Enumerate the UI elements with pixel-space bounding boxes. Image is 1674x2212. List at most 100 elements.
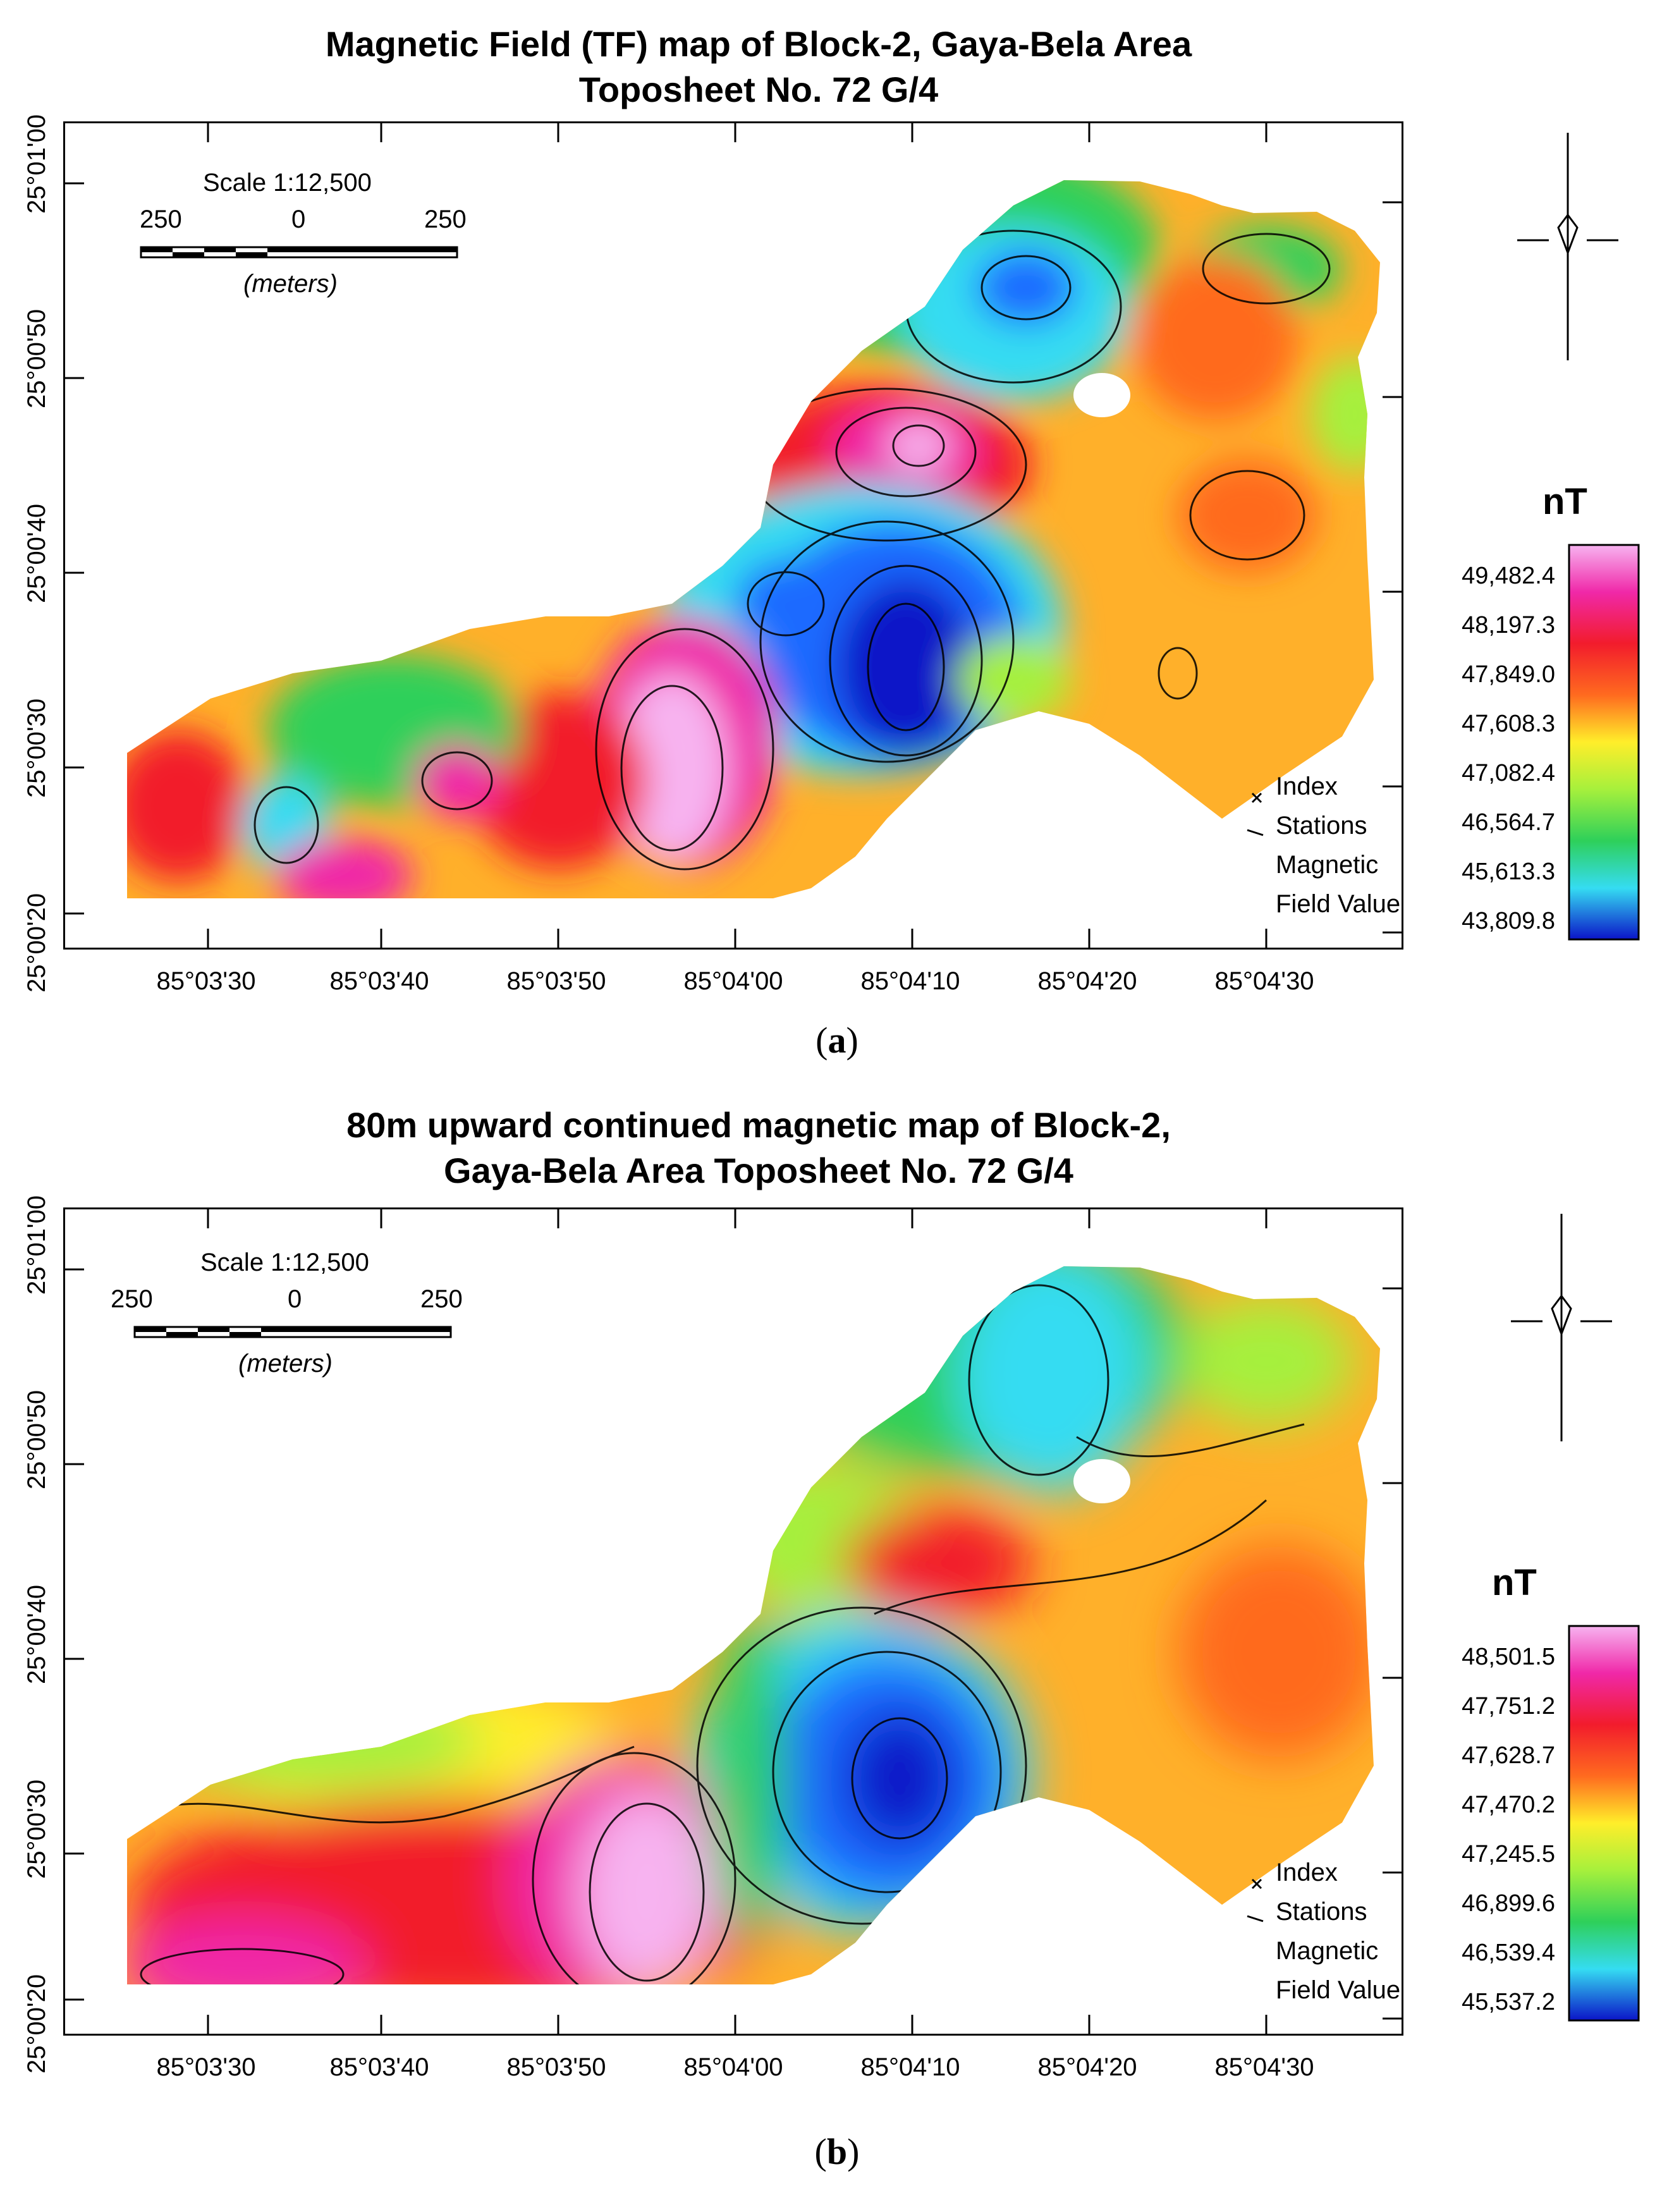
zone-red-far-west [127,730,248,882]
index-stations: Stations [1276,812,1367,840]
lon-label: 85°04'20 [1037,2053,1137,2081]
index-stations: Stations [1276,1898,1367,1926]
contour [874,1499,1268,1615]
scale-bar-graphic [140,246,458,259]
lon-label: 85°03'40 [329,967,429,995]
contour [867,602,945,731]
contour [759,520,1015,763]
data-gap [1073,373,1130,417]
lon-label: 85°03'50 [506,2053,606,2081]
contour [1158,647,1198,700]
lat-label: 25°01'00 [23,114,51,214]
map-frame: Scale 1:12,500 250 0 250 (meters) Index … [63,1207,1403,2036]
field-line-symbol [1247,1915,1264,1922]
zone-blue-mid [735,559,836,648]
legend-bar [1568,544,1640,941]
scale-unit: (meters) [238,1350,333,1378]
contour-lines [254,229,1331,871]
contour [747,571,825,637]
zone-cyan-north [956,1266,1146,1494]
lat-label: 25°01'00 [23,1195,51,1295]
contour [892,424,945,467]
index-symbols [1247,792,1264,836]
legend-value: 47,245.5 [1462,1841,1555,1867]
scale-seg [173,252,204,257]
scale-seg [135,1327,166,1332]
lat-label: 25°00'50 [23,309,51,408]
legend-value: 47,082.4 [1462,760,1555,786]
lon-label: 85°03'50 [506,967,606,995]
legend-value: 46,539.4 [1462,1940,1555,1966]
scale-seg [299,247,457,252]
contour [1076,1423,1305,1458]
lon-label: 85°04'10 [860,967,960,995]
scale-seg [204,247,236,252]
zone-pink-center [887,420,950,471]
scale-left-value: 250 [111,1285,153,1313]
legend-value: 46,564.7 [1462,809,1555,836]
contour [696,1606,1027,1925]
lon-label: 85°04'00 [683,967,783,995]
index-symbols [1247,1878,1264,1922]
map-frame: Scale 1:12,500 250 0 250 (meters) Index … [63,121,1403,950]
contour [981,255,1072,321]
contour [254,786,319,864]
index-field-line2: Field Value [1276,890,1401,918]
lat-label: 25°00'50 [23,1390,51,1489]
legend-value: 49,482.4 [1462,563,1555,589]
magnetic-field-map [65,123,1402,948]
lon-label: 85°03'40 [329,2053,429,2081]
contour [1189,470,1305,561]
index-field-line1: Magnetic [1276,851,1379,879]
scale-seg [267,247,299,252]
contour [128,1745,635,1824]
contour-lines [128,1284,1305,1984]
contour [835,406,977,498]
legend-value: 48,197.3 [1462,612,1555,639]
legend-value: 46,899.6 [1462,1890,1555,1917]
zone-darkblue-south [836,578,975,755]
zone-green-mid [956,635,1070,724]
caption-letter: b [826,2131,848,2172]
zone-deeporange-east [1178,1544,1380,1759]
map-title-line2: Gaya-Bela Area Toposheet No. 72 G/4 [444,1151,1073,1190]
panel-a: Magnetic Field (TF) map of Block-2, Gaya… [0,0,1674,1087]
scale-seg [293,1327,451,1332]
index-field-line2: Field Value [1276,1976,1401,2004]
lon-label: 85°04'20 [1037,967,1137,995]
frame-ticks [65,123,1402,948]
color-legend [1568,544,1640,941]
lat-label: 25°00'20 [23,1974,51,2074]
legend-unit: nT [1492,1562,1537,1603]
lat-label: 25°00'40 [23,1584,51,1684]
contour [851,1717,948,1840]
scale-ratio: Scale 1:12,500 [200,1249,369,1276]
lon-label: 85°03'30 [156,967,256,995]
zone-green-band [710,1614,786,1943]
contour [140,1948,345,1984]
contour [1202,233,1331,305]
lon-label: 85°04'10 [860,2053,960,2081]
scale-center-value: 0 [291,205,306,233]
color-legend [1568,1625,1640,2022]
upward-continued-map [65,1209,1402,2034]
map-title-line1: Magnetic Field (TF) map of Block-2, Gaya… [325,24,1192,64]
scale-seg [198,1327,229,1332]
lat-label: 25°00'30 [23,698,51,798]
frame-ticks [65,1209,1402,2034]
zone-pink-west [577,1791,716,1984]
contour [532,1752,736,1984]
zone-pink-west [615,673,729,863]
caption: (b) [814,2131,860,2172]
north-arrow [1511,1214,1612,1441]
scale-bar-graphic [133,1326,452,1338]
scale-ratio: Scale 1:12,500 [203,169,372,197]
map-title-line1: 80m upward continued magnetic map of Blo… [346,1105,1171,1145]
contour [772,1651,1002,1893]
lon-label: 85°03'30 [156,2053,256,2081]
station-symbol [1251,792,1262,804]
contour [595,628,774,871]
index-title: Index [1276,1859,1338,1886]
legend-unit: nT [1543,481,1587,522]
lat-label: 25°00'40 [23,503,51,603]
